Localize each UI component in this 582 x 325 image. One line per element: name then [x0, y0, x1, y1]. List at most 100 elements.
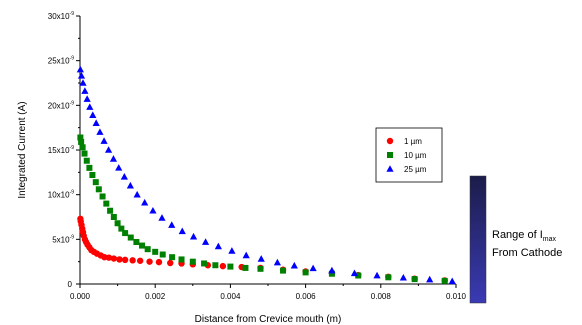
- data-point: [146, 258, 153, 265]
- data-point: [309, 264, 317, 272]
- data-point: [290, 261, 298, 269]
- y-tick-label: 20x10-9: [48, 100, 74, 110]
- data-point: [328, 270, 335, 277]
- y-tick-label: 15x10-9: [48, 145, 74, 155]
- legend-label: 1 µm: [404, 137, 422, 146]
- data-point: [110, 255, 118, 262]
- data-point: [426, 275, 434, 283]
- data-point: [136, 257, 144, 264]
- data-point: [214, 242, 222, 250]
- data-point: [92, 119, 100, 126]
- y-tick-label: 5x10-9: [52, 234, 74, 244]
- legend-marker: [387, 152, 393, 158]
- data-point: [122, 230, 129, 237]
- data-point: [152, 248, 159, 255]
- legend-label: 10 µm: [404, 151, 427, 160]
- data-point: [242, 264, 249, 271]
- data-point: [79, 144, 86, 151]
- range-indicator: Range of Imax From Cathode: [469, 175, 562, 304]
- data-point: [159, 251, 166, 258]
- range-gradient-bar: [469, 175, 487, 304]
- data-point: [257, 255, 265, 262]
- data-point: [242, 251, 250, 259]
- range-label-subscript: max: [543, 236, 557, 243]
- legend: 1 µm 10 µm 25 µm: [375, 127, 443, 183]
- x-tick-label: 0.000: [70, 292, 91, 301]
- x-axis-title: Distance from Crevice mouth (m): [195, 314, 342, 325]
- data-point: [178, 227, 186, 235]
- y-tick-label: 30x10-9: [48, 11, 74, 21]
- data-point: [116, 256, 123, 263]
- x-tick-label: 0.008: [371, 292, 392, 301]
- data-point: [83, 95, 91, 102]
- data-point: [328, 266, 336, 274]
- x-tick-label: 0.002: [145, 292, 166, 301]
- data-point: [129, 257, 136, 264]
- data-point: [81, 150, 88, 157]
- data-point: [167, 259, 174, 267]
- data-point: [178, 256, 185, 263]
- data-point: [350, 269, 359, 277]
- legend-marker: [386, 137, 394, 145]
- data-point: [273, 258, 281, 266]
- data-point: [79, 79, 87, 86]
- data-point: [385, 274, 392, 281]
- data-point: [355, 272, 362, 279]
- legend-label: 25 µm: [404, 165, 427, 174]
- data-point: [92, 179, 99, 186]
- data-point: [133, 239, 140, 246]
- data-point: [373, 271, 381, 279]
- data-point: [441, 277, 448, 284]
- data-point: [141, 198, 149, 206]
- data-point: [104, 146, 113, 153]
- data-point: [139, 242, 146, 249]
- data-point: [227, 263, 234, 270]
- y-ticks: 0 5x10-9 10x10-9 15x10-9 20x10-9 25x10-9 30x10…: [48, 11, 80, 289]
- legend-items: 1 µm 10 µm 25 µm: [386, 137, 427, 174]
- y-tick-label: 25x10-9: [48, 56, 74, 66]
- data-point: [100, 137, 108, 144]
- data-point: [77, 134, 84, 141]
- data-point: [110, 214, 117, 220]
- data-point: [99, 193, 106, 200]
- data-point: [411, 276, 418, 283]
- range-label-line2: From Cathode: [492, 247, 562, 259]
- series-layer: [76, 65, 456, 285]
- range-label-line1: Range of Imax: [492, 229, 556, 243]
- data-point: [201, 260, 208, 267]
- data-point: [257, 265, 264, 272]
- range-label-main: Range of I: [492, 229, 543, 241]
- data-point: [115, 164, 123, 171]
- data-point: [95, 186, 102, 193]
- data-point: [96, 128, 104, 135]
- data-point: [212, 262, 219, 269]
- legend-marker: [386, 165, 394, 172]
- x-tick-label: 0.004: [220, 292, 241, 301]
- data-point: [168, 221, 176, 228]
- data-point: [189, 232, 198, 240]
- data-point: [155, 258, 163, 266]
- data-point: [77, 72, 86, 79]
- series-1: [77, 134, 448, 284]
- data-point: [189, 258, 196, 265]
- data-point: [118, 225, 125, 232]
- data-point: [103, 200, 110, 207]
- data-point: [280, 267, 287, 274]
- data-point: [86, 164, 93, 171]
- y-tick-label: 10x10-9: [48, 190, 74, 200]
- data-point: [149, 206, 157, 214]
- data-point: [126, 181, 134, 189]
- data-point: [169, 254, 176, 261]
- data-point: [121, 256, 129, 264]
- data-point: [114, 220, 121, 227]
- data-point: [81, 87, 89, 94]
- data-point: [228, 247, 236, 254]
- data-point: [89, 172, 96, 179]
- data-point: [144, 246, 151, 253]
- data-point: [76, 65, 84, 73]
- data-point: [133, 190, 141, 198]
- series-0: [77, 215, 448, 284]
- data-point: [158, 214, 166, 221]
- y-axis-title: Integrated Current (A): [17, 101, 28, 198]
